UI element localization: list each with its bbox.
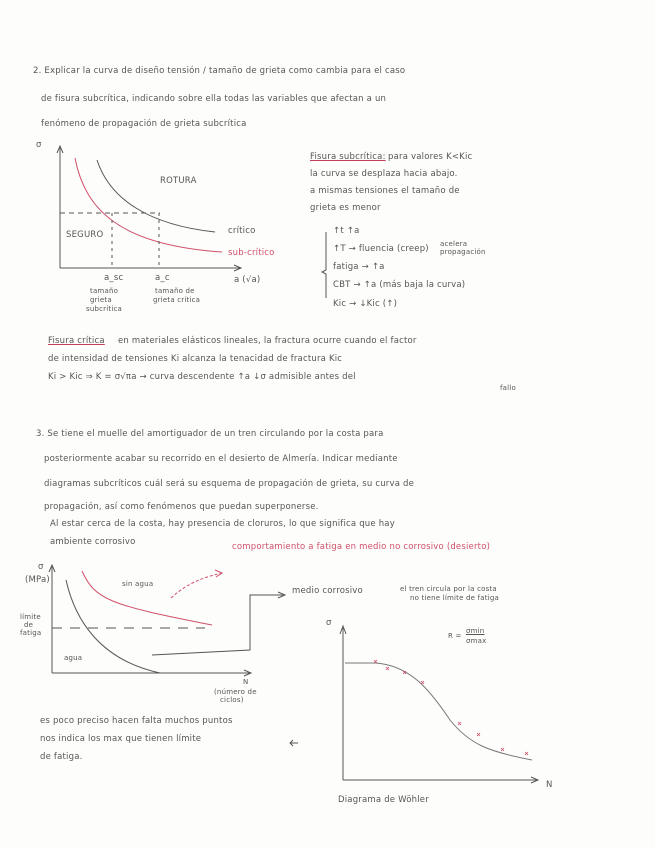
trend-arrow [170, 572, 223, 599]
wohler-diagram [339, 624, 540, 784]
wohler-curve [345, 662, 533, 761]
notes-heading: Fisura subcrítica: [310, 152, 386, 162]
y-axis-unit: (MPa) [25, 575, 50, 585]
tick-asc: a_sc [104, 273, 124, 283]
ac-caption: tamaño de [155, 287, 195, 295]
brace [320, 232, 327, 298]
fatigue-limit-label: de [24, 621, 34, 629]
notes-list-item: CBT → ↑a (más baja la curva) [333, 280, 466, 290]
asc-caption: tamaño [90, 287, 119, 295]
notes-list-item: ↑t ↑a [333, 226, 360, 236]
wohler-caption: Diagrama de Wöhler [338, 795, 429, 805]
critical-label: crítico [228, 226, 256, 236]
formula-numerator: σmin [466, 627, 485, 635]
notes-line: la curva se desplaza hacia abajo. [310, 169, 458, 179]
fatigue-diagram [48, 563, 298, 747]
region-rotura: ROTURA [160, 176, 197, 186]
side-note: acelera [440, 240, 468, 248]
arrow-left-icon [289, 739, 298, 747]
x-axis-caption: (número de [214, 688, 257, 696]
fatigue-limit-label: límite [20, 613, 41, 621]
critical-heading: Fisura crítica [48, 336, 105, 346]
q3-line: propagación, así como fenómenos que pued… [44, 502, 319, 512]
critical-line: fallo [500, 384, 516, 392]
formula-denominator: σmax [466, 637, 487, 645]
subcritical-curve [74, 157, 223, 253]
upper-curve-label: sin agua [122, 580, 154, 588]
x-axis-label: N [243, 678, 249, 686]
q3-line: 3. Se tiene el muelle del amortiguador d… [36, 429, 384, 439]
notes-list-item: fatiga → ↑a [333, 262, 385, 272]
asc-caption: grieta [90, 296, 112, 304]
tick-ac: a_c [155, 273, 170, 283]
subcritical-label: sub-crítico [228, 248, 275, 258]
medium-note: no tiene límite de fatiga [410, 594, 499, 602]
side-note: propagación [440, 248, 486, 256]
y-axis-label: σ [36, 140, 42, 150]
notes-line: grieta es menor [310, 203, 381, 213]
medium-label: medio corrosivo [292, 586, 363, 596]
notes-list-item: ↑T → fluencia (creep) [333, 244, 429, 254]
corrosive-curve [65, 579, 161, 674]
bottom-note: nos indica los max que tienen límite [40, 734, 202, 744]
x-axis-caption: ciclos) [220, 696, 244, 704]
x-axis-label: a (√a) [234, 275, 261, 285]
y-axis-label: σ [38, 562, 44, 572]
notes-line: a mismas tensiones el tamaño de [310, 186, 460, 196]
critical-line: Ki > Kic ⇒ K = σ√πa → curva descendente … [48, 372, 356, 382]
answer-line: ambiente corrosivo [50, 537, 136, 547]
wohler-x-label: N [546, 780, 553, 790]
wohler-y-label: σ [326, 618, 332, 628]
data-points [373, 659, 529, 756]
stress-crack-diagram [56, 144, 243, 272]
q2-line: 2. Explicar la curva de diseño tensión /… [33, 66, 406, 76]
pink-note: comportamiento a fatiga en medio no corr… [232, 542, 491, 552]
notes-line: para valores K<Kic [388, 152, 473, 162]
step-line [151, 594, 283, 656]
q3-line: diagramas subcríticos cuál será su esque… [44, 479, 415, 489]
q3-line: posteriormente acabar su recorrido en el… [44, 454, 398, 464]
bottom-note: es poco preciso hacen falta muchos punto… [40, 716, 233, 726]
notes-list-item: Kic → ↓Kic (↑) [333, 299, 398, 309]
bottom-note: de fatiga. [40, 752, 83, 762]
region-seguro: SEGURO [66, 230, 104, 240]
medium-note: el tren circula por la costa [400, 585, 497, 593]
q2-line: fenómeno de propagación de grieta subcrí… [41, 119, 247, 129]
ac-caption: grieta crítica [153, 296, 201, 304]
critical-line: de intensidad de tensiones Ki alcanza la… [48, 354, 343, 364]
q2-line: de fisura subcrítica, indicando sobre el… [41, 94, 387, 104]
fatigue-limit-label: fatiga [20, 629, 42, 637]
asc-caption: subcrítica [86, 305, 123, 313]
answer-line: Al estar cerca de la costa, hay presenci… [50, 519, 395, 529]
formula-lhs: R = [448, 632, 462, 640]
critical-line: en materiales elásticos lineales, la fra… [118, 336, 417, 346]
non-corrosive-curve [81, 570, 213, 626]
critical-curve [96, 159, 216, 233]
lower-curve-label: agua [64, 654, 83, 662]
